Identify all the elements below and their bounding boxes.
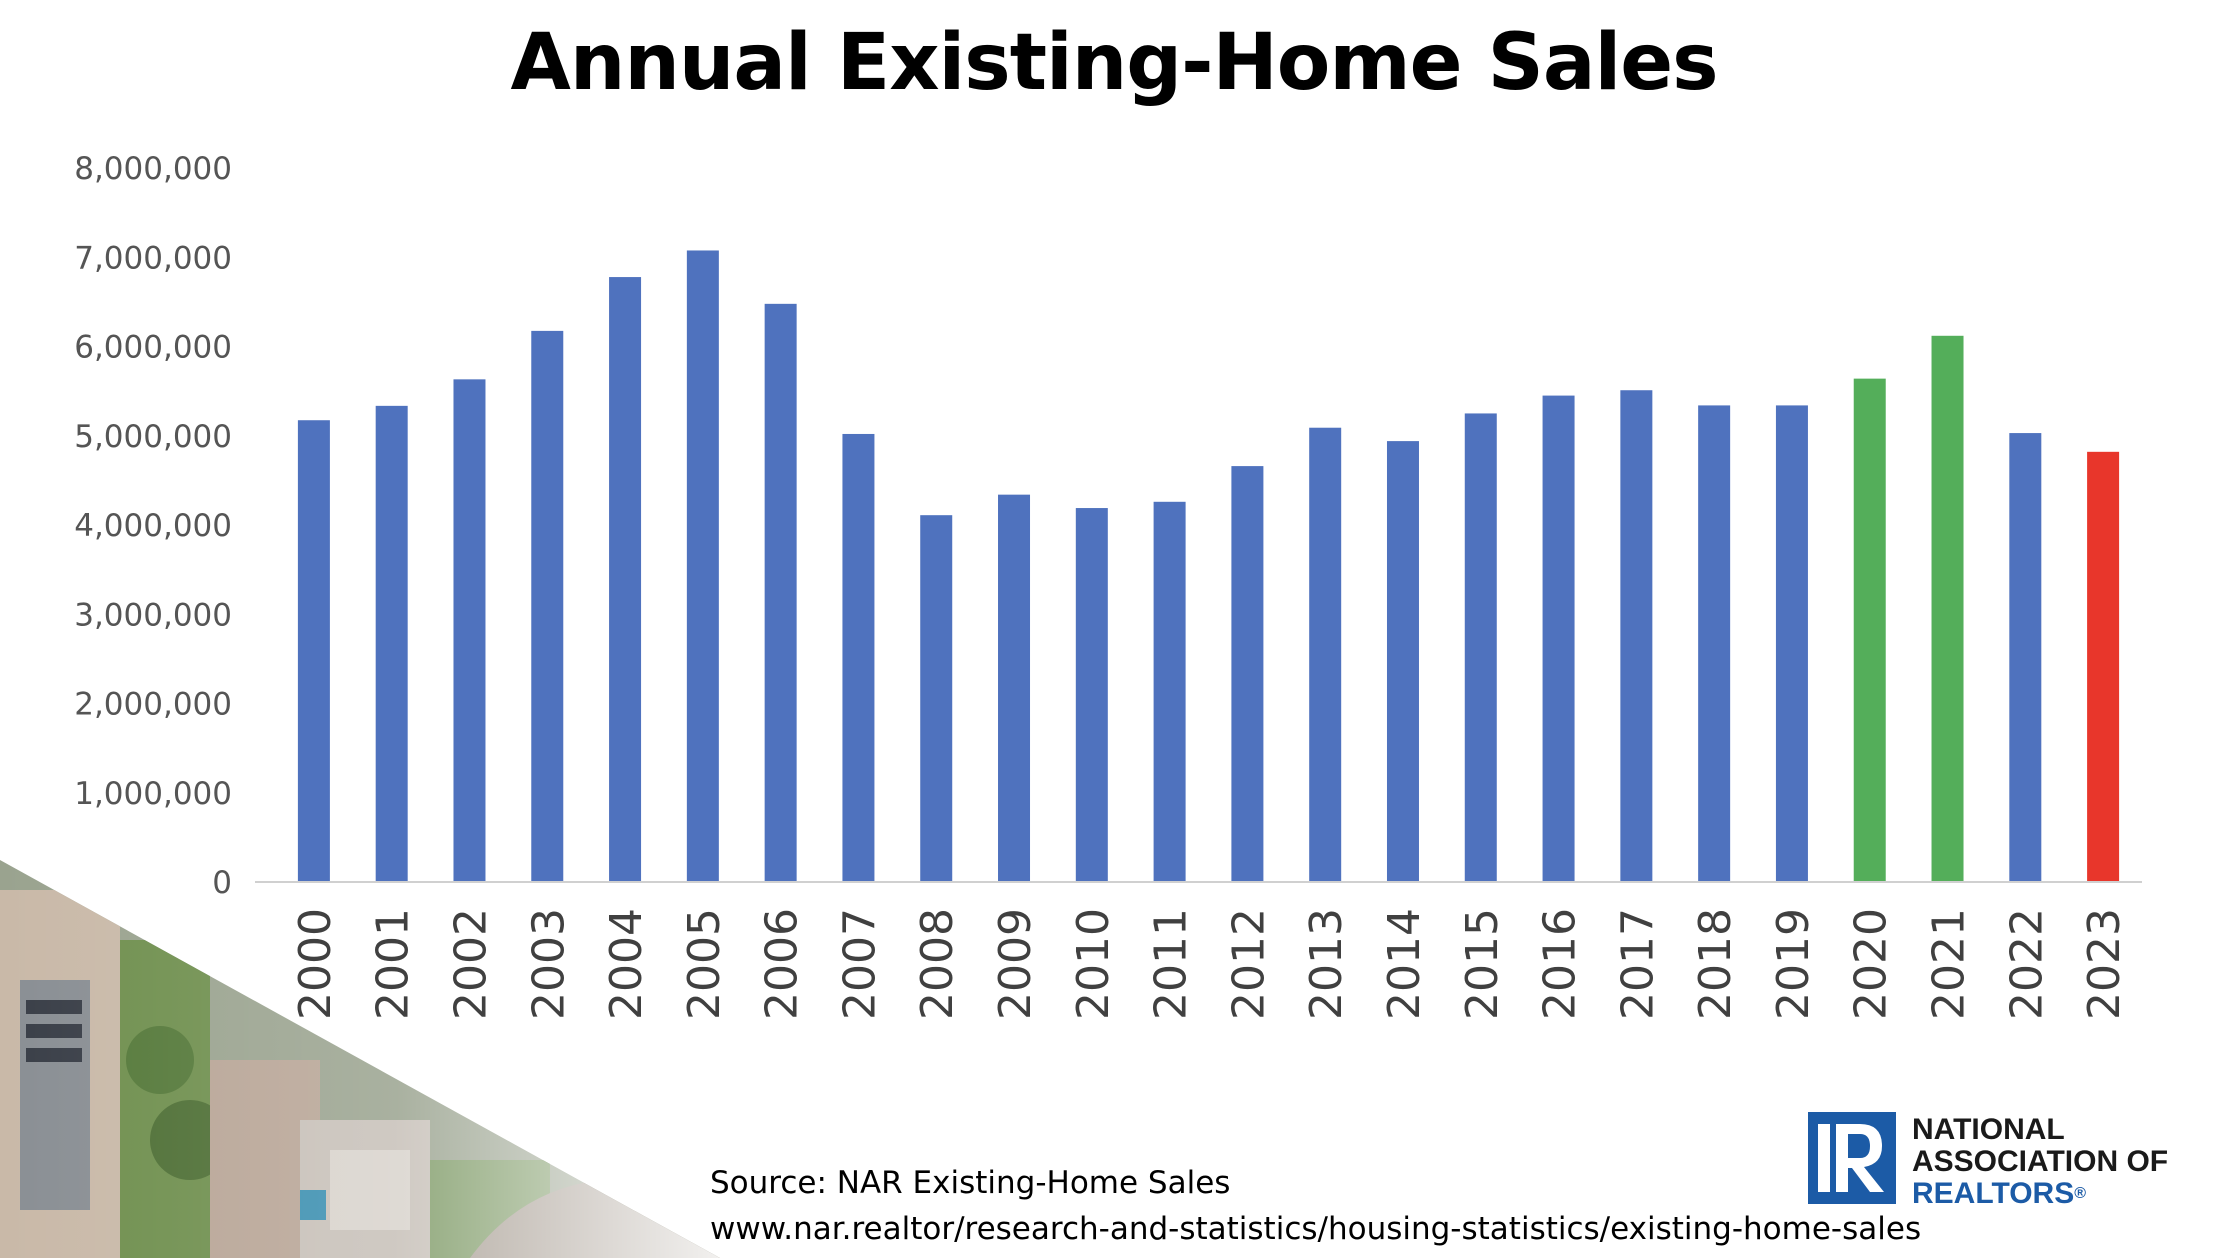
x-tick-label: 2002 (445, 908, 496, 1020)
x-tick-label: 2017 (1612, 908, 1663, 1020)
bar-2007 (842, 433, 875, 882)
source-note: Source: NAR Existing-Home Sales www.nar.… (710, 1160, 1921, 1252)
bar-2020 (1853, 378, 1886, 882)
y-tick-label: 5,000,000 (74, 419, 232, 455)
logo-realtors-text: REALTORS (1912, 1177, 2075, 1210)
y-tick-label: 6,000,000 (74, 330, 232, 366)
x-tick-label: 2001 (368, 908, 419, 1020)
y-tick-label: 4,000,000 (74, 508, 232, 544)
bar-2015 (1464, 413, 1497, 882)
y-tick-label: 7,000,000 (74, 240, 232, 276)
bar-2023 (2087, 451, 2120, 882)
bar-2021 (1931, 335, 1964, 882)
bar-2000 (297, 420, 330, 882)
bar-2019 (1775, 405, 1808, 882)
y-tick-label: 8,000,000 (74, 151, 232, 187)
bar-2014 (1386, 441, 1419, 882)
bar-2009 (998, 494, 1031, 882)
x-tick-label: 2015 (1457, 908, 1508, 1020)
source-label: Source: NAR Existing-Home Sales (710, 1165, 1231, 1201)
bar-2011 (1153, 501, 1186, 882)
x-tick-label: 2020 (1846, 908, 1897, 1020)
x-tick-label: 2008 (912, 908, 963, 1020)
logo-wordmark: NATIONAL ASSOCIATION OF REALTORS® (1912, 1114, 2168, 1210)
bar-2010 (1075, 508, 1108, 882)
logo-line-realtors: REALTORS® (1912, 1177, 2087, 1210)
bar-2004 (609, 277, 642, 883)
x-tick-label: 2000 (290, 908, 341, 1020)
x-tick-label: 2021 (1924, 908, 1975, 1020)
bar-2001 (375, 405, 408, 882)
y-tick-label: 0 (212, 865, 232, 901)
bar-2002 (453, 379, 486, 882)
x-tick-label: 2010 (1068, 908, 1119, 1020)
x-tick-label: 2013 (1301, 908, 1352, 1020)
nar-logo: NATIONAL ASSOCIATION OF REALTORS® (1808, 1112, 2218, 1212)
x-tick-label: 2023 (2079, 908, 2130, 1020)
x-tick-label: 2011 (1146, 908, 1197, 1020)
x-tick-label: 2019 (1768, 908, 1819, 1020)
logo-line-association: ASSOCIATION OF (1912, 1145, 2169, 1178)
y-tick-label: 2,000,000 (74, 687, 232, 723)
x-tick-label: 2007 (834, 908, 885, 1020)
bar-2012 (1231, 466, 1264, 882)
bar-2005 (686, 250, 719, 883)
bar-2008 (920, 515, 953, 882)
bar-2018 (1698, 405, 1731, 882)
x-tick-label: 2004 (601, 908, 652, 1020)
bar-chart: 0 1,000,000 2,000,000 3,000,000 4,000,000 5,0… (74, 151, 2142, 1020)
bar-2003 (531, 330, 564, 883)
aerial-city-photo (0, 860, 720, 1258)
y-tick-label: 1,000,000 (74, 776, 232, 812)
chart-title: Annual Existing-Home Sales (510, 18, 1718, 108)
bar-2022 (2009, 433, 2042, 882)
bar-2013 (1309, 427, 1342, 882)
x-tick-label: 2009 (990, 908, 1041, 1020)
bar-2017 (1620, 390, 1653, 882)
x-tick-label: 2006 (757, 908, 808, 1020)
logo-line-national: NATIONAL (1912, 1113, 2065, 1146)
source-url: www.nar.realtor/research-and-statistics/… (710, 1211, 1922, 1247)
x-tick-label: 2012 (1223, 908, 1274, 1020)
x-tick-label: 2005 (679, 908, 730, 1020)
bar-2016 (1542, 395, 1575, 882)
bar-2006 (764, 303, 797, 882)
x-tick-label: 2014 (1379, 908, 1430, 1020)
x-tick-label: 2018 (1690, 908, 1741, 1020)
x-tick-label: 2003 (523, 908, 574, 1020)
x-tick-label: 2016 (1535, 908, 1586, 1020)
y-tick-label: 3,000,000 (74, 597, 232, 633)
x-tick-label: 2022 (2001, 908, 2052, 1020)
realtor-r-logo-icon (1808, 1112, 1896, 1204)
